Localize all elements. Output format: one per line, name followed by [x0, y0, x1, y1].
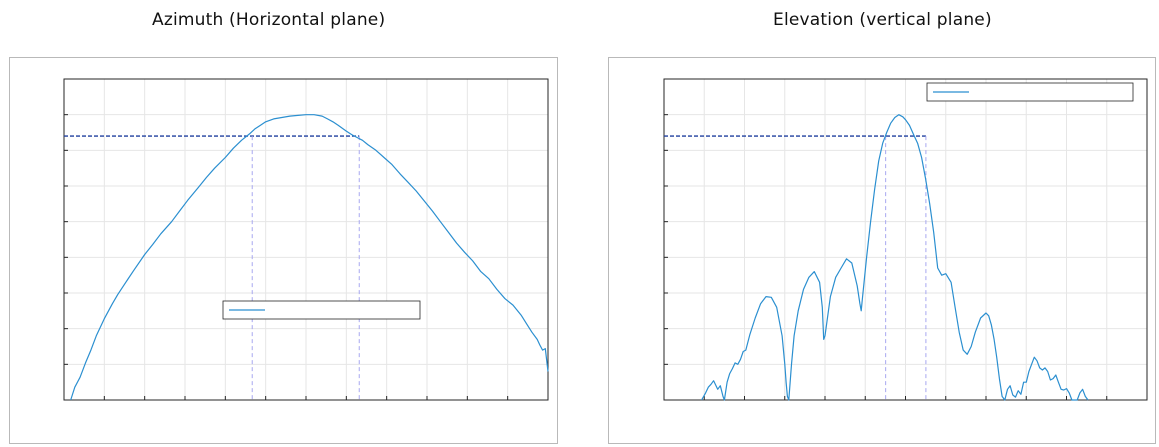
series-line — [70, 114, 549, 401]
elevation-chart-frame — [608, 57, 1156, 444]
elevation-gain-chart — [663, 78, 1148, 401]
azimuth-gain-chart — [63, 78, 549, 401]
elevation-panel-heading: Elevation (vertical plane) — [773, 10, 992, 30]
series-line — [701, 114, 1089, 401]
azimuth-panel-heading: Azimuth (Horizontal plane) — [152, 10, 386, 30]
azimuth-chart-frame — [9, 57, 558, 444]
legend-box — [926, 82, 1134, 102]
legend-box — [222, 300, 421, 320]
